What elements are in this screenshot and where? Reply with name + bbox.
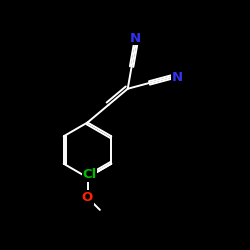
Text: O: O: [82, 191, 93, 204]
Text: Cl: Cl: [82, 168, 96, 181]
Text: N: N: [130, 32, 141, 45]
Text: N: N: [172, 70, 183, 84]
